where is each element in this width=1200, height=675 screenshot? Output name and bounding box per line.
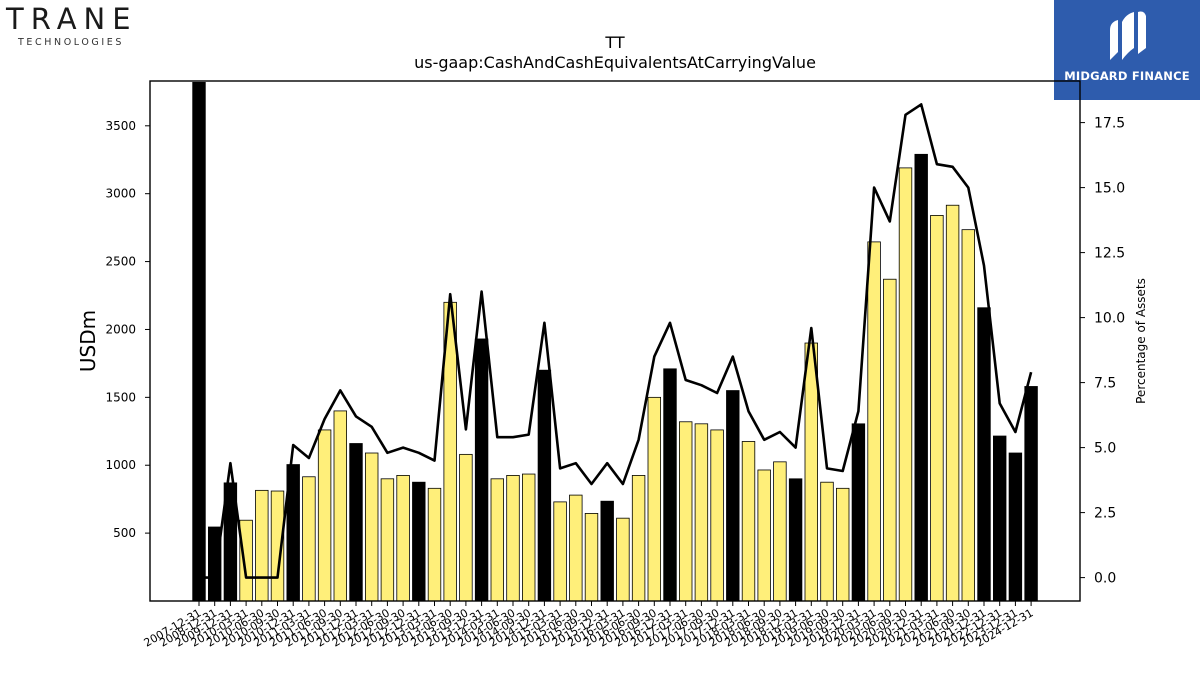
bar-2021-06-30 <box>945 204 960 602</box>
y-tick-label-2000: 2000 <box>105 322 136 336</box>
pct-line-series <box>199 103 1033 579</box>
trane-technologies-logo: TRANE TECHNOLOGIES <box>0 0 170 56</box>
bar-2013-12-31 <box>474 338 489 602</box>
y2-tick-label-17.5: 17.5 <box>1094 116 1125 132</box>
bar-2022-12-31 <box>993 435 1007 602</box>
bar-2016-12-31 <box>663 368 677 602</box>
y2-tick-label-0: 0.0 <box>1094 571 1116 587</box>
bar-2015-06-30 <box>569 494 583 602</box>
y-axis-label: USDm <box>76 310 100 372</box>
bar-2007-12-31 <box>192 81 206 602</box>
bar-2019-06-30 <box>820 481 834 602</box>
bar-2019-12-31 <box>851 423 866 602</box>
chart-subtitle: us-gaap:CashAndCashEquivalentsAtCarrying… <box>414 53 816 72</box>
bar-series <box>192 81 1038 602</box>
bar-2020-03-31 <box>867 241 881 602</box>
bar-2015-09-30 <box>584 513 599 602</box>
bar-2020-09-30 <box>898 167 913 602</box>
chart-title: TT <box>604 33 624 52</box>
bar-2014-06-30 <box>506 475 520 602</box>
bar-2015-03-31 <box>553 501 567 602</box>
bar-2014-12-31 <box>537 369 552 602</box>
bar-2014-09-30 <box>522 473 536 602</box>
bar-2012-12-31 <box>412 481 426 602</box>
bar-2021-12-31 <box>977 307 991 602</box>
bar-2013-03-31 <box>427 487 442 602</box>
bar-2016-03-31 <box>616 517 630 602</box>
y-tick-label-2500: 2500 <box>105 255 136 269</box>
bar-2019-09-30 <box>836 487 850 602</box>
y2-tick-label-2.5: 2.5 <box>1094 506 1116 522</box>
bar-2018-06-30 <box>757 469 771 602</box>
trane-logo-word: TRANE <box>6 2 138 36</box>
pct-assets-line <box>199 103 1033 579</box>
midgard-logo-text: MIDGARD FINANCE <box>1064 69 1190 83</box>
bar-2018-09-30 <box>773 461 787 602</box>
bar-2021-09-30 <box>961 229 976 602</box>
bar-2021-03-31 <box>930 215 944 602</box>
bar-2012-06-30 <box>380 478 395 602</box>
y-tick-label-500: 500 <box>113 526 136 540</box>
bar-2023-12-31 <box>1008 452 1023 602</box>
bar-2010-06-30 <box>255 489 269 602</box>
bar-2014-03-31 <box>490 478 505 602</box>
bar-2011-06-30 <box>317 429 332 602</box>
bar-2017-09-30 <box>710 429 724 602</box>
bar-2020-12-31 <box>914 153 928 602</box>
bar-2010-03-31 <box>239 519 253 602</box>
y2-tick-label-5: 5.0 <box>1094 441 1116 457</box>
bar-2017-12-31 <box>726 390 740 602</box>
right-axis: 0.0 2.5 5.0 7.5 10.0 12.5 15.0 17.5 <box>1080 116 1125 587</box>
y2-axis-label: Percentage of Assets <box>1134 278 1148 404</box>
y2-tick-label-15: 15.0 <box>1094 181 1125 197</box>
bar-2011-03-31 <box>302 476 316 602</box>
midgard-logo-mark-icon <box>1110 11 1146 60</box>
y-tick-label-1000: 1000 <box>105 458 136 472</box>
bar-2016-06-30 <box>631 475 646 602</box>
y-tick-label-3000: 3000 <box>105 187 136 201</box>
bar-2016-09-30 <box>647 396 662 602</box>
bar-2013-09-30 <box>459 453 473 602</box>
left-axis: 500 1000 1500 2000 2500 3000 3500 <box>105 119 150 540</box>
plot-frame <box>149 80 1081 602</box>
trane-logo-subtitle: TECHNOLOGIES <box>18 37 124 48</box>
bar-2018-12-31 <box>788 478 803 602</box>
bar-2019-03-31 <box>804 342 819 602</box>
bar-2017-06-30 <box>694 423 709 602</box>
y2-tick-label-12.5: 12.5 <box>1094 246 1125 262</box>
y2-tick-label-10: 10.0 <box>1094 311 1125 327</box>
bar-2012-09-30 <box>396 475 410 602</box>
bar-2015-12-31 <box>600 500 614 602</box>
midgard-finance-logo: MIDGARD FINANCE <box>1054 0 1200 100</box>
y2-tick-label-7.5: 7.5 <box>1094 376 1116 392</box>
bar-2011-12-31 <box>349 443 363 602</box>
bar-2018-03-31 <box>741 441 756 602</box>
bar-2020-06-30 <box>883 278 897 602</box>
y-tick-label-1500: 1500 <box>105 390 136 404</box>
bar-2012-03-31 <box>364 452 379 602</box>
bar-2024-12-31 <box>1024 386 1038 602</box>
x-axis: 2007-12-312008-12-312009-12-312010-03-31… <box>142 601 1036 650</box>
bar-2017-03-31 <box>679 421 693 602</box>
y-tick-label-3500: 3500 <box>105 119 136 133</box>
bar-2011-09-30 <box>333 410 348 602</box>
